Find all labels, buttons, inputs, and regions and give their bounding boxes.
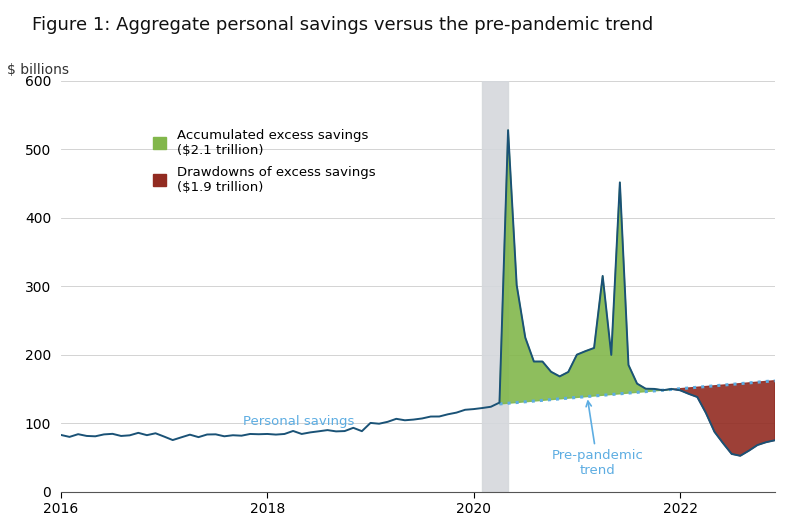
Legend: Accumulated excess savings
($2.1 trillion), Drawdowns of excess savings
($1.9 tr: Accumulated excess savings ($2.1 trillio… xyxy=(153,129,375,194)
Bar xyxy=(482,81,508,492)
Text: Personal savings: Personal savings xyxy=(243,415,354,427)
Text: $ billions: $ billions xyxy=(7,63,70,77)
Text: Pre-pandemic
trend: Pre-pandemic trend xyxy=(551,401,643,477)
Text: Figure 1: Aggregate personal savings versus the pre-pandemic trend: Figure 1: Aggregate personal savings ver… xyxy=(32,16,653,34)
